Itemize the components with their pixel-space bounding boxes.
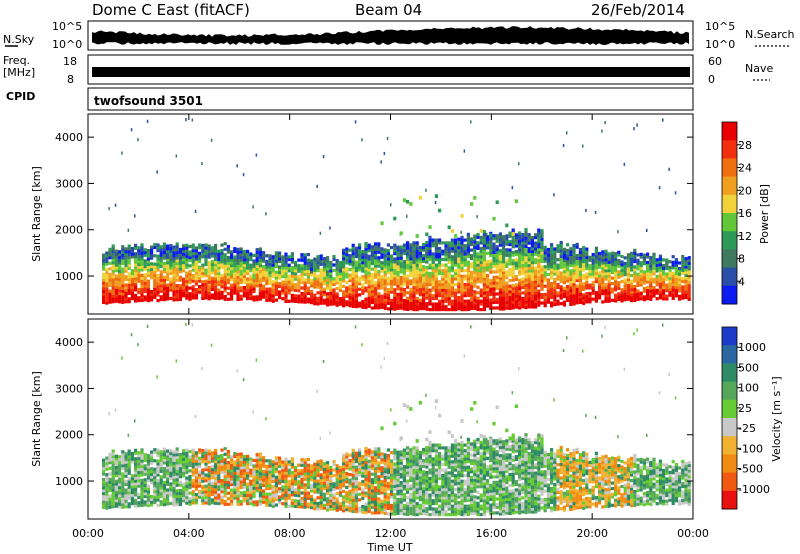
colorbar-swatch: [722, 176, 737, 196]
y-tick-label: 4000: [55, 336, 83, 349]
y-tick-label: 3000: [55, 177, 83, 190]
cpid-value: twofsound 3501: [94, 94, 203, 108]
y-tick-label: 4000: [55, 131, 83, 144]
y-tick-label: 2000: [55, 429, 83, 442]
colorbar-tick-label: 20: [738, 184, 752, 197]
date-title: 26/Feb/2014: [591, 1, 685, 19]
x-tick-label: 20:00: [576, 527, 608, 540]
colorbar-swatch: [722, 213, 737, 232]
colorbar-swatch: [722, 194, 737, 214]
colorbar-tick-label: -100: [738, 442, 763, 455]
colorbar-swatch: [722, 381, 737, 401]
colorbar-swatch: [722, 472, 737, 492]
cpid-panel: CPID twofsound 3501: [6, 87, 694, 111]
nsky-tick-top: 10^5: [52, 20, 82, 33]
velocity-colorbar: 1000 500 100 25 -25 -100 -500 -1000: [721, 326, 770, 510]
y-tick-label: 1000: [55, 270, 83, 283]
nsky-panel: N.Sky 10^5 10^0 10^5 10^0 N.Search: [3, 20, 795, 51]
nsearch-tick-bottom: 10^0: [705, 38, 735, 51]
colorbar-tick-label: 500: [738, 361, 759, 374]
velocity-panel: 1000 2000 3000 4000 Slant Range [km] 1000 50…: [30, 318, 783, 520]
nsky-label: N.Sky: [3, 33, 35, 46]
nave-tick-top: 60: [708, 55, 722, 68]
power-heatmap-cells: [102, 118, 691, 312]
colorbar-swatch: [722, 399, 737, 419]
colorbar-swatch: [722, 122, 737, 141]
cpid-label: CPID: [6, 90, 35, 103]
freq-band: [92, 67, 690, 77]
colorbar-swatch: [722, 140, 737, 159]
freq-tick-bottom: 8: [67, 73, 74, 86]
colorbar-tick-label: 4: [738, 275, 745, 288]
colorbar-swatch: [722, 158, 737, 178]
colorbar-swatch: [722, 231, 737, 250]
nsearch-tick-top: 10^5: [705, 20, 735, 33]
colorbar-swatch: [722, 436, 737, 455]
colorbar-tick-label: -25: [738, 422, 756, 435]
colorbar-swatch: [722, 345, 737, 364]
colorbar-swatch: [722, 249, 737, 269]
power-colorbar-label: Power [dB]: [758, 184, 771, 244]
x-tick-label: 00:00: [72, 527, 104, 540]
colorbar-swatch: [722, 418, 737, 437]
power-y-axis: 1000 2000 3000 4000: [55, 131, 693, 283]
beam-title: Beam 04: [355, 1, 422, 19]
colorbar-tick-label: 100: [738, 382, 759, 395]
colorbar-tick-label: -1000: [738, 483, 770, 496]
colorbar-tick-label: 8: [738, 253, 745, 266]
nsky-trace: [92, 26, 689, 45]
colorbar-swatch: [722, 327, 737, 346]
freq-panel: Freq. [MHz] 18 8 60 0 Nave: [3, 54, 773, 86]
freq-tick-top: 18: [63, 55, 77, 68]
time-x-axis: 00:00 04:00 08:00 12:00 16:00 20:00 00:00: [72, 114, 709, 540]
velocity-colorbar-label: Velocity [m s⁻¹]: [770, 376, 783, 461]
velocity-heatmap-cells: [102, 323, 691, 517]
nave-tick-bottom: 0: [708, 73, 715, 86]
x-tick-label: 16:00: [475, 527, 507, 540]
x-tick-label: 12:00: [375, 527, 407, 540]
power-ylabel: Slant Range [km]: [30, 166, 43, 262]
y-tick-label: 1000: [55, 475, 83, 488]
power-panel: 1000 2000 3000 4000 Slant Range [km] 4 8 12 16…: [30, 113, 771, 315]
y-tick-label: 2000: [55, 224, 83, 237]
colorbar-tick-label: 16: [738, 207, 752, 220]
colorbar-swatch: [722, 363, 737, 383]
freq-label-line2: [MHz]: [3, 66, 35, 79]
velocity-y-axis: 1000 2000 3000 4000: [55, 336, 693, 488]
xaxis-label: Time UT: [366, 541, 412, 554]
x-tick-label: 00:00: [677, 527, 709, 540]
y-tick-label: 3000: [55, 382, 83, 395]
colorbar-swatch: [722, 267, 737, 287]
colorbar-tick-label: 24: [738, 162, 752, 175]
station-title: Dome C East (fitACF): [92, 1, 250, 19]
power-colorbar: 4 8 12 16 20 24 28: [721, 121, 752, 305]
freq-label-line1: Freq.: [3, 54, 30, 67]
x-tick-label: 04:00: [173, 527, 205, 540]
colorbar-tick-label: 28: [738, 139, 752, 152]
colorbar-tick-label: 25: [738, 402, 752, 415]
colorbar-swatch: [722, 454, 737, 474]
colorbar-tick-label: 12: [738, 230, 752, 243]
x-tick-label: 08:00: [274, 527, 306, 540]
colorbar-swatch: [722, 490, 737, 510]
colorbar-swatch: [722, 285, 737, 305]
velocity-ylabel: Slant Range [km]: [30, 371, 43, 467]
colorbar-tick-label: -500: [738, 463, 763, 476]
nsky-tick-bottom: 10^0: [52, 38, 82, 51]
nave-label: Nave: [745, 62, 773, 75]
nsearch-label: N.Search: [745, 28, 795, 41]
colorbar-tick-label: 1000: [738, 341, 766, 354]
